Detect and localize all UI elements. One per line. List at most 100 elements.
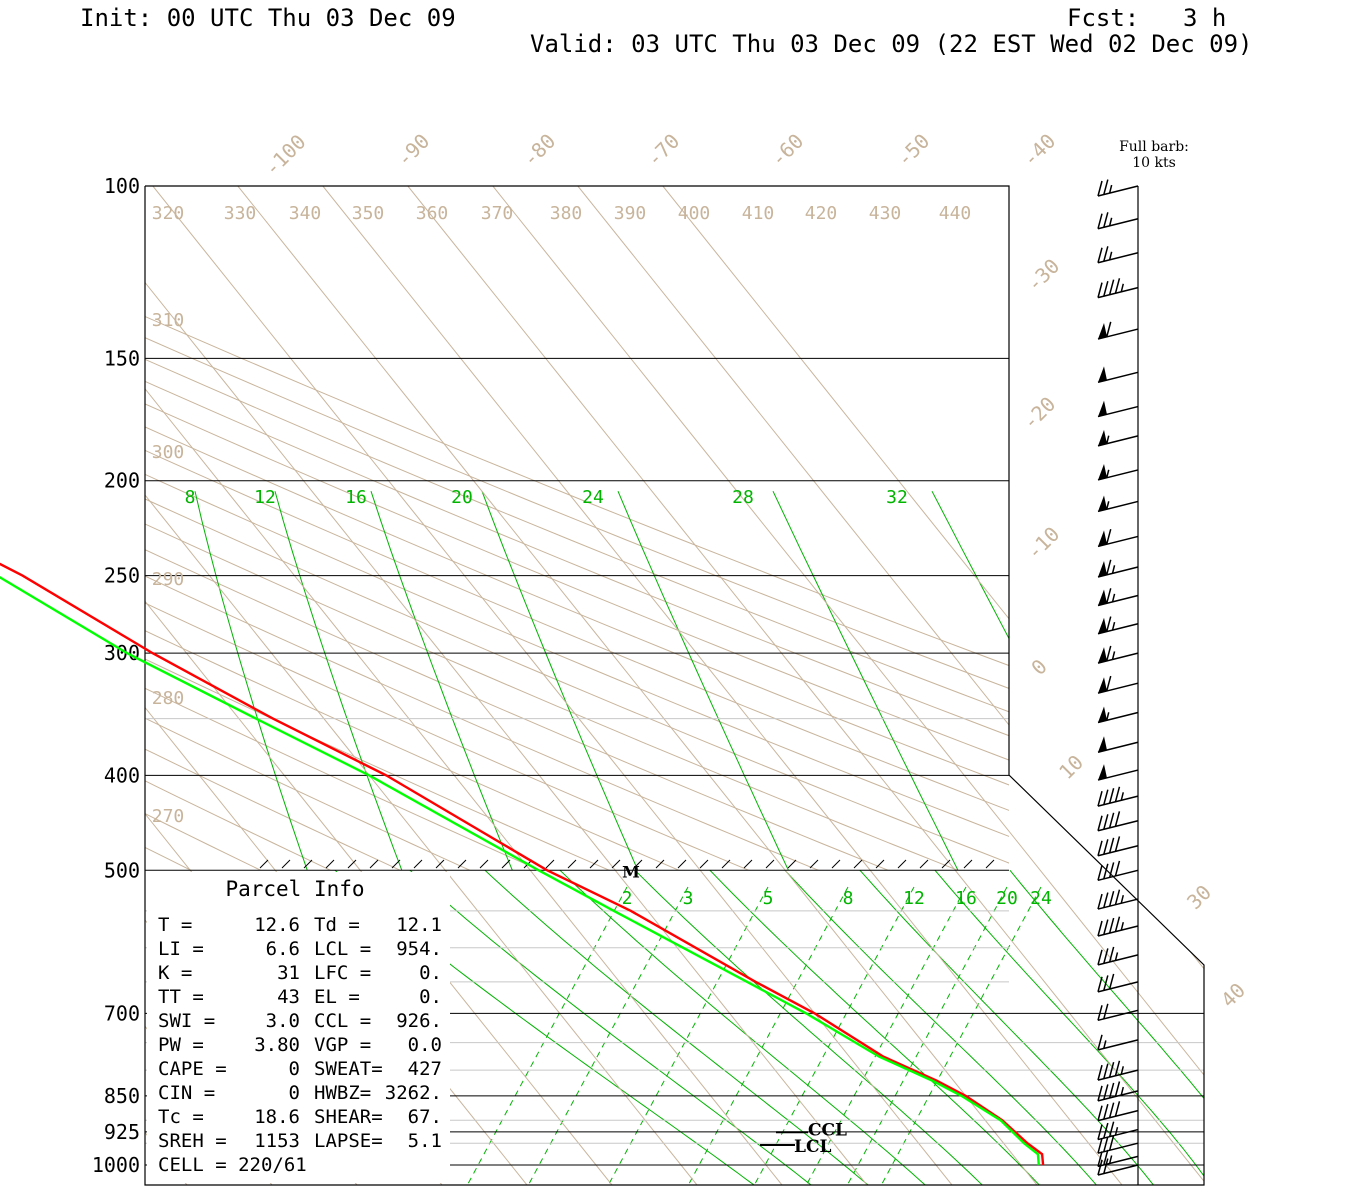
parcel-row-value: 1153 bbox=[254, 1130, 300, 1152]
mixing-ratio-label: 3 bbox=[683, 888, 694, 909]
hatch-mark bbox=[985, 859, 995, 869]
isotherm-line bbox=[0, 141, 18, 1186]
hatch-mark bbox=[699, 859, 709, 869]
mixing-ratio-label: 2 bbox=[622, 888, 633, 909]
moist-adiabat-label: 24 bbox=[582, 487, 604, 508]
moist-adiabat-line bbox=[859, 870, 1155, 1185]
wind-barb bbox=[1097, 1121, 1139, 1141]
parcel-info-panel: Parcel Info T = 12.6 Td = 12.1 LI = 6.6 LCL = 95… bbox=[147, 872, 450, 1183]
hatch-mark bbox=[281, 859, 291, 869]
dry-adiabat-line bbox=[145, 403, 1009, 761]
moist-adiabat-line bbox=[409, 870, 812, 1185]
parcel-row-label: CCL = bbox=[314, 1010, 371, 1032]
wind-barb bbox=[1097, 645, 1139, 664]
hatch-mark bbox=[853, 859, 863, 869]
isotherm-label: -40 bbox=[1018, 129, 1061, 172]
pressure-tick-label: 150 bbox=[104, 346, 140, 370]
parcel-row-value: 3.80 bbox=[254, 1034, 300, 1056]
frame-outline bbox=[144, 185, 1205, 1186]
pressure-tick-label: 925 bbox=[104, 1120, 140, 1144]
wind-barb bbox=[1097, 1135, 1139, 1154]
parcel-row-value: 0. bbox=[419, 986, 442, 1008]
isotherm-line bbox=[145, 186, 613, 1185]
hatch-mark bbox=[633, 859, 643, 869]
theta-label: 300 bbox=[152, 442, 185, 463]
isotherm-label: -50 bbox=[892, 129, 935, 172]
dry-adiabat-line bbox=[145, 498, 1009, 864]
moist-adiabat-label: 20 bbox=[451, 487, 473, 508]
hatch-mark bbox=[963, 859, 973, 869]
moist-adiabat-label: 16 bbox=[345, 487, 367, 508]
dry-adiabat-line bbox=[145, 315, 1009, 667]
mixing-ratio-label: 16 bbox=[955, 888, 977, 909]
isotherm-line bbox=[541, 186, 1204, 1185]
wind-barb bbox=[1097, 1158, 1139, 1176]
isotherm-line bbox=[145, 186, 868, 1185]
parcel-row-value: 954. bbox=[396, 938, 442, 960]
hatch-mark bbox=[303, 859, 313, 869]
moist-adiabat-line bbox=[709, 870, 1041, 1185]
parcel-row-label: SWEAT= bbox=[314, 1058, 383, 1080]
isotherm-line bbox=[201, 186, 1038, 1185]
pressure-tick-label: 700 bbox=[104, 1001, 140, 1025]
moist-adiabat-label: 32 bbox=[886, 487, 908, 508]
parcel-row-value: 31 bbox=[277, 962, 300, 984]
wind-barb bbox=[1097, 366, 1139, 384]
wind-barbs: Full barb:10 kts bbox=[1097, 139, 1189, 1185]
hatch-mark bbox=[611, 859, 621, 869]
max-wind-marker: M bbox=[622, 862, 640, 881]
pressure-tick-label: 1000 bbox=[92, 1153, 140, 1177]
wind-barb bbox=[1097, 463, 1139, 481]
wind-barb bbox=[1097, 321, 1139, 340]
theta-label: 380 bbox=[550, 203, 583, 224]
wind-barb bbox=[1097, 916, 1139, 937]
parcel-row-label: CIN = bbox=[158, 1082, 215, 1104]
parcel-row-value: 5.1 bbox=[408, 1130, 442, 1152]
hatch-mark bbox=[721, 859, 731, 869]
wind-barb bbox=[1097, 1101, 1139, 1122]
isotherm-line bbox=[0, 141, 103, 1186]
wind-barb bbox=[1097, 179, 1139, 197]
dry-adiabat-line bbox=[145, 358, 1009, 713]
mixing-ratio-label: 24 bbox=[1030, 888, 1052, 909]
theta-label: 270 bbox=[152, 806, 185, 827]
wind-barb bbox=[1097, 836, 1139, 857]
wind-barb bbox=[1097, 1034, 1139, 1051]
mixing-ratio-line bbox=[687, 886, 849, 1185]
theta-label: 280 bbox=[152, 688, 185, 709]
moist-adiabat-line bbox=[559, 870, 926, 1185]
wind-barb bbox=[1097, 889, 1139, 910]
parcel-row-label: LAPSE= bbox=[314, 1130, 383, 1152]
hatch-mark bbox=[435, 859, 445, 869]
dry-adiabat-line bbox=[145, 449, 1009, 811]
parcel-row-value: 926. bbox=[396, 1010, 442, 1032]
hatch-mark bbox=[259, 859, 269, 869]
theta-label: 330 bbox=[224, 203, 257, 224]
theta-label: 440 bbox=[939, 203, 972, 224]
parcel-row-label: LFC = bbox=[314, 962, 371, 984]
parcel-row-label: CAPE = bbox=[158, 1058, 227, 1080]
forecast-hours: 3 h bbox=[1183, 4, 1227, 32]
hatch-mark bbox=[501, 859, 511, 869]
hatch-mark bbox=[479, 859, 489, 869]
mixing-ratio-label: 8 bbox=[843, 888, 854, 909]
theta-label: 290 bbox=[152, 569, 185, 590]
wind-barb bbox=[1097, 736, 1139, 753]
pressure-tick-label: 400 bbox=[104, 763, 140, 787]
parcel-row-label: EL = bbox=[314, 986, 360, 1008]
isotherm-label: -30 bbox=[1022, 254, 1065, 297]
dry-adiabat-line bbox=[145, 575, 820, 870]
dewpoint-profile-line bbox=[0, 575, 1040, 1166]
parcel-panel-background bbox=[147, 872, 450, 1183]
theta-label: 400 bbox=[678, 203, 711, 224]
hatch-mark bbox=[545, 859, 555, 869]
parcel-row-value: 0 bbox=[289, 1082, 300, 1104]
temperature-profile-line bbox=[0, 562, 1045, 1166]
pressure-tick-label: 850 bbox=[104, 1084, 140, 1108]
parcel-row-label: SREH = bbox=[158, 1130, 227, 1152]
moist-adiabat-line bbox=[1009, 870, 1204, 1100]
hatch-mark bbox=[325, 859, 335, 869]
mixing-ratio-label: 20 bbox=[996, 888, 1018, 909]
barb-legend-title: Full barb: bbox=[1119, 139, 1189, 155]
